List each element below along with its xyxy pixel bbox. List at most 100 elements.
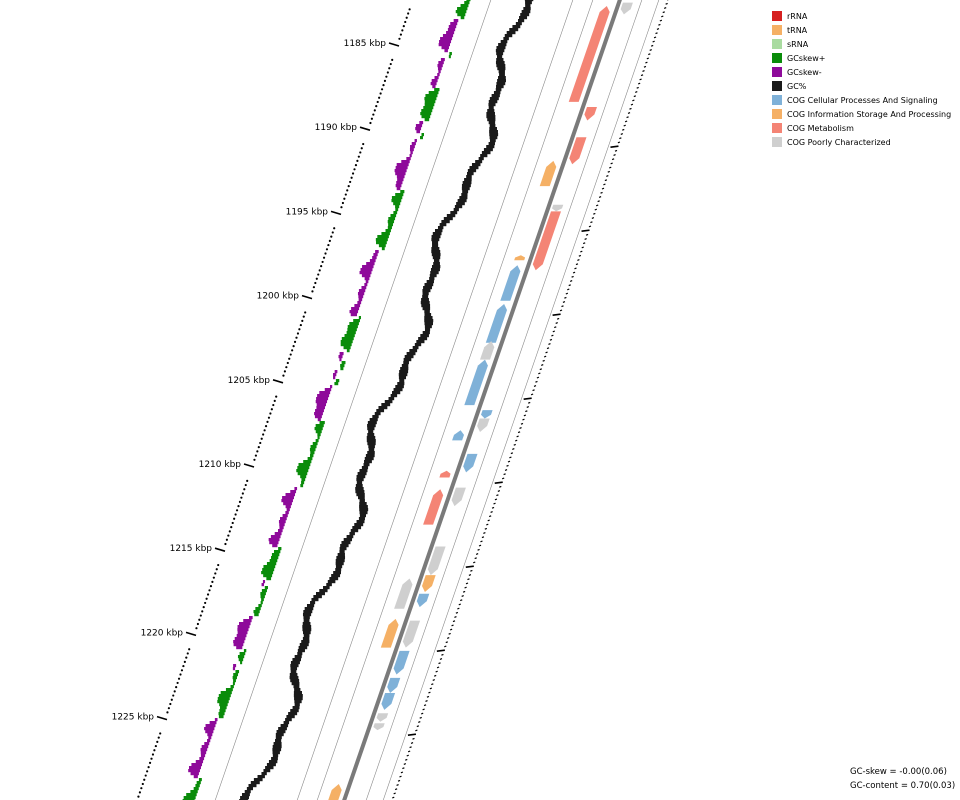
outer-tick <box>441 653 444 656</box>
gc-content-bar <box>431 238 440 242</box>
gc-content-bar <box>289 676 299 680</box>
gc-skew-positive-bar <box>260 601 263 605</box>
gc-content-bar <box>367 427 375 431</box>
outer-tick <box>494 498 498 501</box>
gc-skew-positive-bar <box>347 328 357 332</box>
gc-content-bar <box>441 220 450 224</box>
gc-skew-negative-bar <box>233 664 237 668</box>
gc-content-bar <box>303 634 310 638</box>
gc-skew-negative-bar <box>237 631 248 635</box>
gc-content-bar <box>290 664 299 668</box>
outer-tick <box>635 91 638 93</box>
ruler-minor-tick <box>322 256 326 259</box>
gc-content-bar <box>366 436 376 440</box>
gc-content-bar <box>393 388 403 392</box>
outer-tick <box>488 515 492 518</box>
gc-skew-negative-bar <box>314 412 323 416</box>
ruler-minor-tick <box>292 345 295 348</box>
gene-arrow-reverse <box>569 137 587 165</box>
outer-tick <box>452 620 456 623</box>
outer-tick <box>584 238 587 240</box>
outer-tick <box>400 771 404 774</box>
legend-label: GCskew+ <box>787 53 826 63</box>
gc-skew-positive-bar <box>190 790 198 794</box>
gc-content-bar <box>489 139 496 143</box>
ruler-minor-tick <box>212 576 215 579</box>
gc-content-bar <box>253 778 263 782</box>
ruler-minor-tick <box>147 766 150 769</box>
gc-content-bar <box>286 715 295 719</box>
ruler-minor-tick <box>351 172 355 175</box>
gc-skew-positive-bar <box>315 424 324 428</box>
gc-content-bar <box>290 670 297 674</box>
outer-tick <box>606 175 609 177</box>
outer-tick <box>399 775 402 778</box>
gc-skew-positive-bar <box>341 361 346 365</box>
gc-skew-negative-bar <box>394 169 407 173</box>
gene-arrow-forward <box>452 430 464 441</box>
gc-skew-positive-bar <box>183 796 196 800</box>
gc-content-bar <box>430 271 439 275</box>
gc-skew-positive-bar <box>358 316 361 320</box>
gc-content-bar <box>376 409 385 413</box>
gc-skew-positive-bar <box>193 787 199 791</box>
legend-item-gcskew-neg: GCskew- <box>772 65 951 79</box>
gc-content-bar <box>400 367 409 371</box>
outer-tick <box>465 582 469 585</box>
gc-content-bar <box>275 736 282 740</box>
gc-skew-negative-bar <box>396 175 405 179</box>
gc-skew-negative-bar <box>415 127 422 131</box>
gc-content-bar <box>341 541 351 545</box>
position-ruler: 1185 kbp 1190 kbp 1195 kbp 1200 kbp 1205 kbp… <box>112 8 411 798</box>
outer-tick <box>650 44 654 47</box>
gc-content-bar <box>368 445 375 449</box>
outer-tick <box>543 355 547 358</box>
ruler-minor-tick <box>354 163 358 167</box>
ruler-minor-tick <box>369 121 372 125</box>
gc-content-bar <box>495 88 502 92</box>
gc-content-bar <box>495 61 505 65</box>
gc-skew-negative-bar <box>237 625 250 629</box>
outer-tick <box>512 448 515 450</box>
gc-skew-negative-bar <box>339 358 342 362</box>
gc-content-bar <box>432 241 439 245</box>
legend-label: COG Cellular Processes And Signaling <box>787 95 938 105</box>
ruler-minor-tick <box>138 791 141 794</box>
gc-content-bar <box>488 100 498 104</box>
gc-content-bar <box>356 520 365 524</box>
gc-skew-negative-bar <box>351 307 360 311</box>
outer-tick <box>406 754 409 757</box>
ruler-minor-tick <box>240 496 243 499</box>
outer-tick <box>439 658 443 660</box>
ruler-label: 1190 kbp <box>315 123 358 133</box>
gc-skew-positive-bar <box>297 472 308 476</box>
gc-skew-positive-bar <box>263 574 273 578</box>
gc-content-bar <box>424 322 434 326</box>
outer-tick <box>415 729 418 732</box>
gc-skew-positive-bar <box>219 709 226 713</box>
gc-skew-positive-bar <box>340 364 345 368</box>
ruler-minor-tick <box>273 399 276 402</box>
gene-arrow-forward <box>394 578 413 609</box>
ruler-minor-tick <box>344 193 347 196</box>
outer-tick <box>431 683 434 686</box>
gc-skew-negative-bar <box>437 64 443 68</box>
gc-content-bar <box>263 769 271 773</box>
outer-tick <box>568 284 571 287</box>
gc-skew-negative-bar <box>282 514 288 518</box>
legend-swatch <box>772 123 782 133</box>
gc-skew-positive-bar <box>307 457 313 461</box>
gc-content-bar <box>365 454 375 458</box>
outer-tick <box>632 99 635 102</box>
outer-tick <box>536 376 540 379</box>
outer-tick <box>484 527 488 530</box>
outer-tick <box>554 326 557 329</box>
gc-content-bar <box>294 697 303 701</box>
gene-arrow-reverse <box>427 546 446 576</box>
gc-content-bar <box>483 148 493 152</box>
gc-content-bar <box>350 529 359 533</box>
outer-tick <box>394 788 398 791</box>
gc-skew-negative-bar <box>410 145 415 149</box>
gc-content-bar <box>367 442 376 446</box>
gc-skew-negative-bar <box>283 502 292 506</box>
